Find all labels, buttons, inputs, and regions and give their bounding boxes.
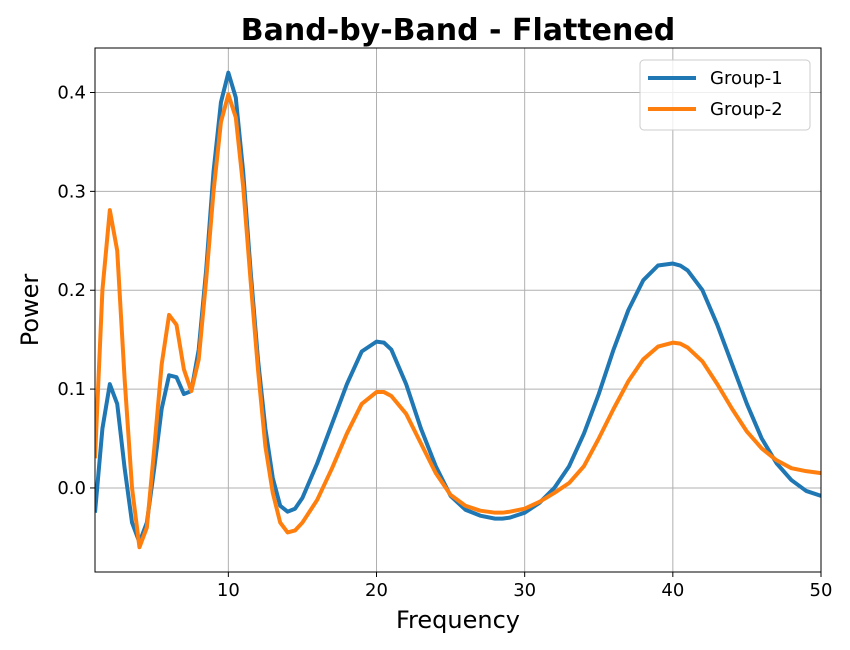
y-tick-label: 0.1 [57,379,86,400]
x-tick-label: 50 [810,580,833,601]
series-line-group-1 [95,70,821,545]
legend-label-group-2: Group-2 [710,99,783,120]
x-tick-label: 10 [217,580,240,601]
plot-area [95,70,821,550]
x-tick-label: 20 [365,580,388,601]
x-tick-label: 30 [513,580,536,601]
chart-title: Band-by-Band - Flattened [241,13,675,48]
series-line-group-2 [95,92,821,550]
axis-ticks: 10 20 30 40 50 0.0 0.1 0.2 0.3 0.4 [57,82,832,601]
legend-label-group-1: Group-1 [710,68,783,89]
y-tick-label: 0.2 [57,280,86,301]
x-tick-label: 40 [661,580,684,601]
x-axis-label: Frequency [396,606,520,634]
y-tick-label: 0.0 [57,478,86,499]
y-axis-label: Power [16,274,44,347]
y-tick-label: 0.4 [57,82,86,103]
legend: Group-1 Group-2 [639,59,811,131]
plot-frame [94,47,822,573]
y-tick-label: 0.3 [57,181,86,202]
